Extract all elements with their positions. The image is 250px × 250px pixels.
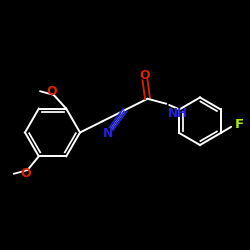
Text: NH: NH: [168, 107, 188, 120]
Text: O: O: [20, 167, 31, 180]
Text: N: N: [103, 127, 113, 140]
Text: O: O: [46, 85, 57, 98]
Text: O: O: [140, 69, 150, 82]
Text: F: F: [234, 118, 243, 131]
